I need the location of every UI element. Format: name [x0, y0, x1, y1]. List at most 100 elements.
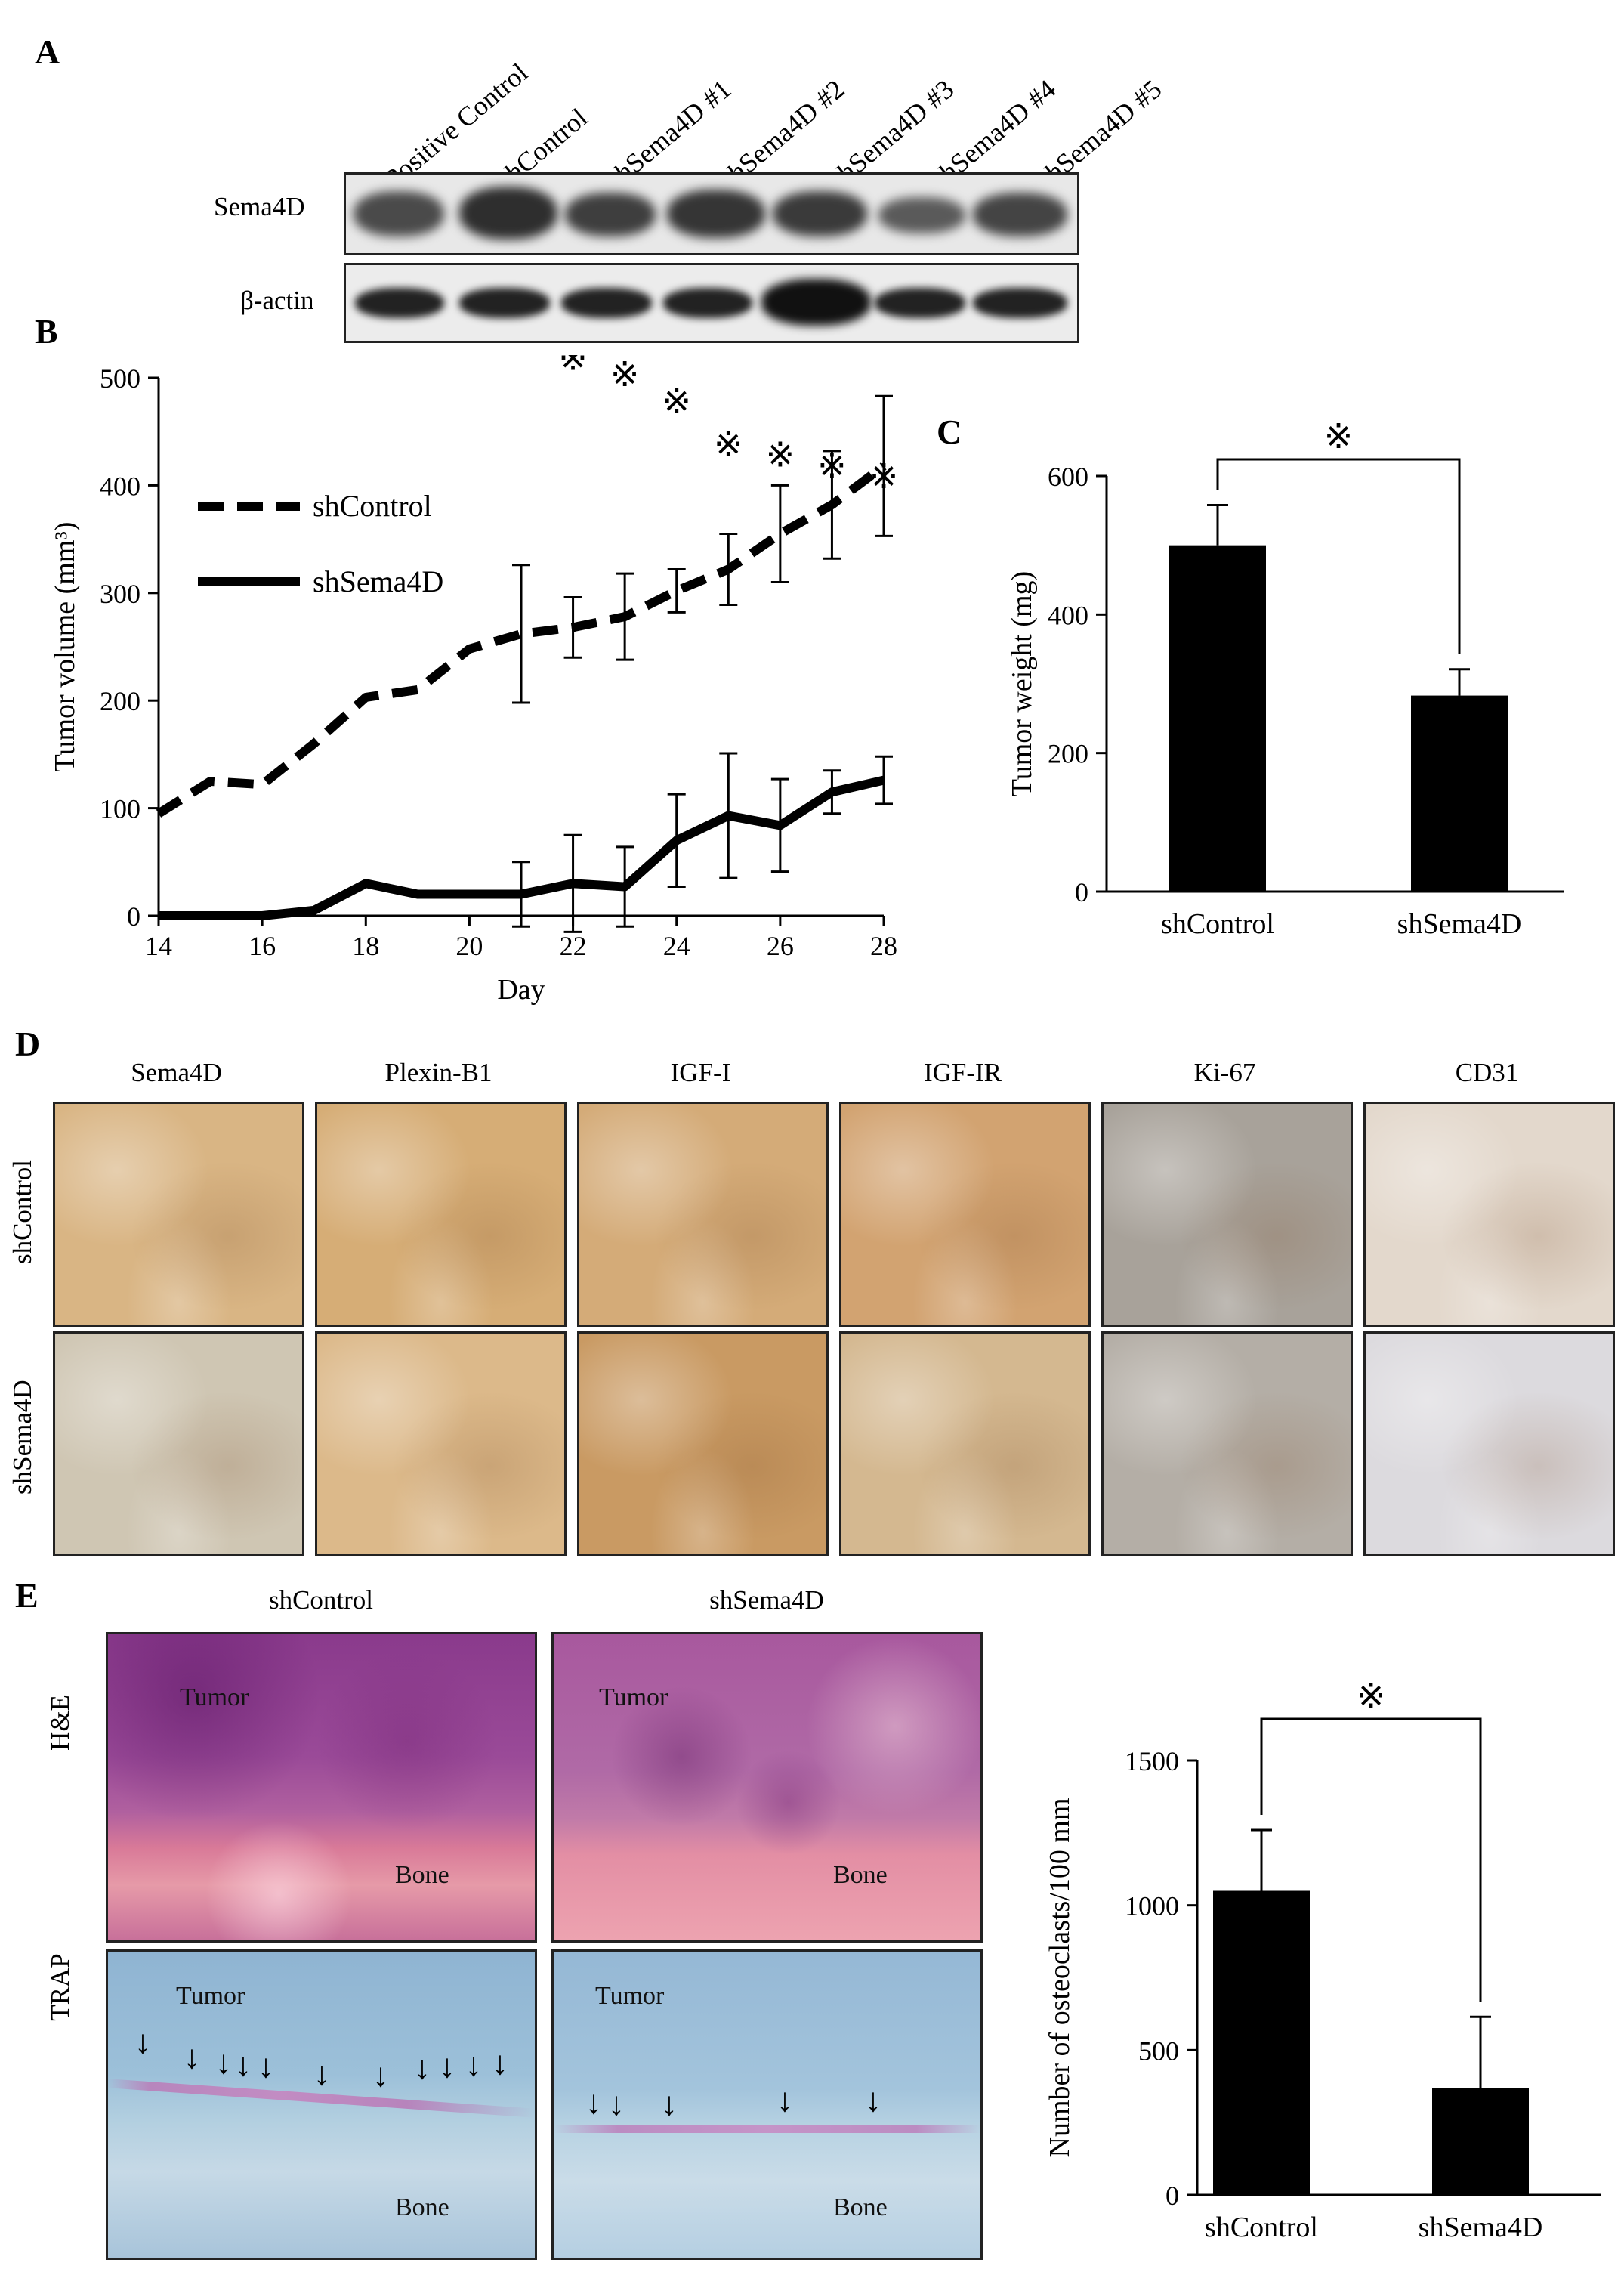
y-tick-label: 400 — [100, 471, 140, 501]
ihc-col-label: Ki-67 — [1193, 1058, 1256, 1087]
he-image-shsema4d: Tumor Bone — [551, 1632, 983, 1943]
y-tick-label: 200 — [100, 686, 140, 716]
x-tick-label: 18 — [352, 931, 379, 961]
arrow-icon: ↓ — [313, 2055, 330, 2092]
ihc-image-plexin-b1-shcontrol — [315, 1102, 567, 1327]
trap-image-shsema4d: Tumor Bone ↓ ↓ ↓ ↓ ↓ — [551, 1949, 983, 2260]
histology-row-label: TRAP — [45, 1953, 75, 2021]
ihc-image-igf-i-shcontrol — [577, 1102, 829, 1327]
y-tick-label: 500 — [100, 363, 140, 394]
x-tick-label: shControl — [1205, 2212, 1318, 2243]
arrow-icon: ↓ — [492, 2045, 508, 2082]
trap-image-shcontrol: Tumor Bone ↓ ↓ ↓ ↓ ↓ ↓ ↓ ↓ ↓ ↓ ↓ — [106, 1949, 537, 2260]
x-tick-label: 22 — [560, 931, 587, 961]
x-tick-label: 16 — [249, 931, 276, 961]
y-axis-label: Number of osteoclasts/100 mm — [1044, 1798, 1076, 2158]
y-tick-label: 200 — [1048, 739, 1088, 769]
significance-mark: ※ — [714, 425, 743, 463]
series-line-shControl — [156, 462, 887, 818]
panel-label-c: C — [937, 413, 962, 451]
y-tick-label: 0 — [127, 901, 140, 932]
arrow-icon: ↓ — [258, 2048, 274, 2085]
y-tick-label: 1500 — [1125, 1746, 1179, 1776]
x-tick-label: 26 — [767, 931, 794, 961]
ihc-image-plexin-b1-shsema4d — [315, 1331, 567, 1556]
tumor-volume-line-chart: 0 100 200 300 400 500 14 16 18 20 22 24 26 28 Day Tumor… — [49, 355, 899, 1006]
histology-col-label: shControl — [268, 1585, 374, 1615]
bone-label: Bone — [395, 1861, 449, 1889]
y-tick-label: 0 — [1166, 2181, 1179, 2211]
arrow-icon: ↓ — [661, 2085, 678, 2122]
arrow-icon: ↓ — [465, 2046, 482, 2083]
significance-mark: ※ — [766, 436, 795, 474]
histology-row-label: H&E — [45, 1695, 75, 1751]
he-image-shcontrol: Tumor Bone — [106, 1632, 537, 1943]
x-tick-label: 28 — [870, 931, 897, 961]
y-tick-label: 300 — [100, 579, 140, 609]
y-axis-label: Tumor weight (mg) — [1006, 571, 1038, 796]
legend-label: shControl — [313, 489, 432, 523]
histology-col-label: shSema4D — [709, 1585, 824, 1615]
panel-label-a: A — [35, 32, 60, 71]
ihc-row-label: shControl — [8, 1159, 37, 1265]
x-tick-label: 20 — [455, 931, 483, 961]
ihc-image-igf-i-shsema4d — [577, 1331, 829, 1556]
arrow-icon: ↓ — [235, 2046, 252, 2083]
x-tick-label: shSema4D — [1419, 2212, 1543, 2243]
ihc-image-igf-ir-shsema4d — [839, 1331, 1091, 1556]
significance-bracket — [1216, 458, 1461, 654]
arrow-icon: ↓ — [372, 2057, 389, 2094]
arrow-icon: ↓ — [585, 2084, 602, 2121]
ihc-image-ki-67-shcontrol — [1101, 1102, 1353, 1327]
x-tick-label: shControl — [1161, 908, 1274, 940]
arrow-icon: ↓ — [414, 2049, 431, 2086]
x-tick-label: shSema4D — [1397, 908, 1522, 940]
ihc-col-label: CD31 — [1455, 1058, 1519, 1087]
bar-shControl — [1169, 545, 1266, 892]
y-tick-label: 600 — [1048, 462, 1088, 492]
arrow-icon: ↓ — [184, 2039, 200, 2076]
arrow-icon: ↓ — [215, 2044, 232, 2081]
western-blot-actin — [344, 263, 1079, 343]
y-tick-label: 0 — [1075, 877, 1088, 907]
arrow-icon: ↓ — [134, 2023, 151, 2060]
ihc-image-ki-67-shsema4d — [1101, 1331, 1353, 1556]
x-tick-label: 14 — [145, 931, 172, 961]
bone-label: Bone — [833, 2193, 888, 2221]
significance-mark: ※ — [1324, 417, 1354, 456]
significance-mark: ※ — [558, 355, 588, 378]
significance-mark: ※ — [662, 382, 691, 420]
arrow-icon: ↓ — [865, 2082, 881, 2119]
bone-label: Bone — [395, 2193, 449, 2221]
ihc-col-label: IGF-IR — [923, 1058, 1002, 1087]
significance-mark: ※ — [1357, 1677, 1386, 1715]
tumor-label: Tumor — [176, 1982, 245, 2010]
panel-label-e: E — [15, 1576, 39, 1615]
ihc-image-cd31-shcontrol — [1363, 1102, 1615, 1327]
bar-shSema4D — [1432, 2088, 1529, 2195]
ihc-image-igf-ir-shcontrol — [839, 1102, 1091, 1327]
y-tick-label: 100 — [100, 794, 140, 824]
panel-label-b: B — [35, 312, 58, 351]
bar-shSema4D — [1411, 695, 1508, 892]
blot-row-label: Sema4D — [214, 192, 305, 221]
arrow-icon: ↓ — [776, 2082, 793, 2119]
arrow-icon: ↓ — [439, 2048, 455, 2085]
osteoclast-bar-chart: 0 500 1000 1500 Number of osteoclasts/100 mm… — [1044, 1677, 1601, 2243]
significance-mark: ※ — [610, 355, 640, 394]
significance-mark: ※ — [869, 457, 899, 496]
tumor-label: Tumor — [599, 1683, 668, 1711]
legend-label: shSema4D — [313, 564, 443, 598]
y-tick-label: 1000 — [1125, 1891, 1179, 1921]
bar-shControl — [1213, 1890, 1310, 2195]
significance-mark: ※ — [817, 447, 847, 485]
arrow-icon: ↓ — [608, 2085, 625, 2122]
significance-mark: ※ — [507, 355, 536, 356]
ihc-row-label: shSema4D — [8, 1380, 37, 1495]
blot-row-label: β-actin — [240, 286, 314, 315]
tumor-label: Tumor — [180, 1683, 249, 1711]
ihc-col-label: Plexin-B1 — [384, 1058, 492, 1087]
panel-label-d: D — [15, 1025, 41, 1063]
ihc-image-cd31-shsema4d — [1363, 1331, 1615, 1556]
significance-bracket — [1260, 1717, 1482, 2002]
